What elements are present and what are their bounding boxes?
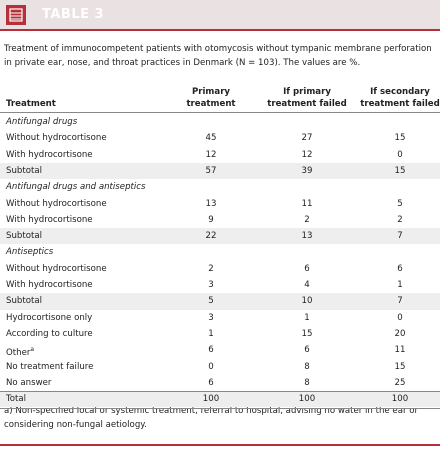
cell-value: 22 bbox=[205, 231, 217, 242]
section-label: Antiseptics bbox=[6, 247, 54, 258]
cell-value: 6 bbox=[397, 263, 403, 274]
cell-value: 5 bbox=[208, 296, 214, 307]
table-bottom-rule bbox=[0, 408, 440, 410]
cell-value: 27 bbox=[301, 133, 313, 144]
column-header: If primary treatment failed bbox=[267, 87, 347, 109]
cell-value: 2 bbox=[304, 214, 310, 225]
row-label: With hydrocortisone bbox=[6, 280, 93, 290]
section-label: Antifungal drugs and antiseptics bbox=[6, 182, 146, 193]
table-icon bbox=[6, 5, 26, 25]
cell-value: 7 bbox=[397, 231, 403, 242]
cell-value: 0 bbox=[397, 312, 403, 323]
cell-value: 100 bbox=[202, 394, 220, 405]
cell-value: 13 bbox=[301, 231, 313, 242]
bottom-rule bbox=[0, 444, 440, 446]
row-label: Without hydrocortisone bbox=[6, 198, 107, 209]
row-shade bbox=[0, 228, 440, 245]
cell-value: 0 bbox=[208, 361, 214, 372]
cell-value: 1 bbox=[304, 312, 310, 323]
cell-value: 1 bbox=[208, 328, 214, 339]
cell-value: 6 bbox=[208, 345, 214, 356]
cell-value: 11 bbox=[394, 345, 406, 356]
row-label: With hydrocortisone bbox=[6, 214, 93, 225]
section-label: Antifungal drugs bbox=[6, 117, 78, 127]
cell-value: 2 bbox=[397, 214, 403, 225]
cell-value: 8 bbox=[304, 361, 310, 372]
cell-value: 15 bbox=[394, 133, 406, 144]
row-label: According to culture bbox=[6, 328, 93, 339]
row-label: Total bbox=[6, 394, 27, 405]
header-band bbox=[0, 0, 440, 29]
cell-value: 8 bbox=[304, 377, 310, 388]
cell-value: 10 bbox=[301, 296, 313, 307]
cell-value: 15 bbox=[394, 165, 406, 176]
cell-value: 3 bbox=[208, 280, 214, 290]
header-rule bbox=[0, 29, 440, 31]
row-label: Without hydrocortisone bbox=[6, 263, 107, 274]
cell-value: 100 bbox=[391, 394, 409, 405]
cell-value: 15 bbox=[301, 328, 313, 339]
column-header: If secondary treatment failed bbox=[360, 87, 440, 109]
cell-value: 7 bbox=[397, 296, 403, 307]
cell-value: 25 bbox=[394, 377, 406, 388]
cell-value: 9 bbox=[208, 214, 214, 225]
cell-value: 100 bbox=[298, 394, 316, 405]
cell-value: 11 bbox=[301, 198, 313, 209]
cell-value: 3 bbox=[208, 312, 214, 323]
row-label: Hydrocortisone only bbox=[6, 312, 93, 323]
cell-value: 13 bbox=[205, 198, 217, 209]
cell-value: 12 bbox=[205, 149, 217, 160]
row-label: Without hydrocortisone bbox=[6, 133, 107, 144]
cell-value: 2 bbox=[208, 263, 214, 274]
cell-value: 57 bbox=[205, 165, 217, 176]
row-label: Othera bbox=[6, 346, 35, 359]
row-label: With hydrocortisone bbox=[6, 149, 93, 160]
cell-value: 1 bbox=[397, 280, 403, 290]
header-rule bbox=[0, 112, 440, 113]
row-label: Subtotal bbox=[6, 231, 43, 242]
table-title: TABLE 3 bbox=[42, 7, 105, 22]
caption: Treatment of immunocompetent patients wi… bbox=[4, 44, 432, 68]
cell-value: 12 bbox=[301, 149, 313, 160]
cell-value: 6 bbox=[208, 377, 214, 388]
cell-value: 15 bbox=[394, 361, 406, 372]
row-shade bbox=[0, 391, 440, 408]
column-header: Treatment bbox=[6, 99, 56, 109]
column-header: Primary treatment bbox=[186, 87, 236, 109]
total-rule bbox=[0, 391, 440, 393]
cell-value: 4 bbox=[304, 280, 310, 290]
row-label: Subtotal bbox=[6, 296, 43, 307]
cell-value: 45 bbox=[205, 133, 217, 144]
row-shade bbox=[0, 162, 440, 180]
cell-value: 5 bbox=[397, 198, 403, 209]
row-label: Subtotal bbox=[6, 165, 43, 176]
row-shade bbox=[0, 293, 440, 310]
footnote-marker: a bbox=[30, 346, 35, 354]
cell-value: 6 bbox=[304, 263, 310, 274]
cell-value: 6 bbox=[304, 345, 310, 356]
row-label: No treatment failure bbox=[6, 361, 94, 372]
cell-value: 20 bbox=[394, 328, 406, 339]
cell-value: 39 bbox=[301, 165, 313, 176]
footnote: a) Non-specified local or systemic treat… bbox=[4, 406, 419, 430]
cell-value: 0 bbox=[397, 149, 403, 160]
row-label: No answer bbox=[6, 377, 52, 388]
